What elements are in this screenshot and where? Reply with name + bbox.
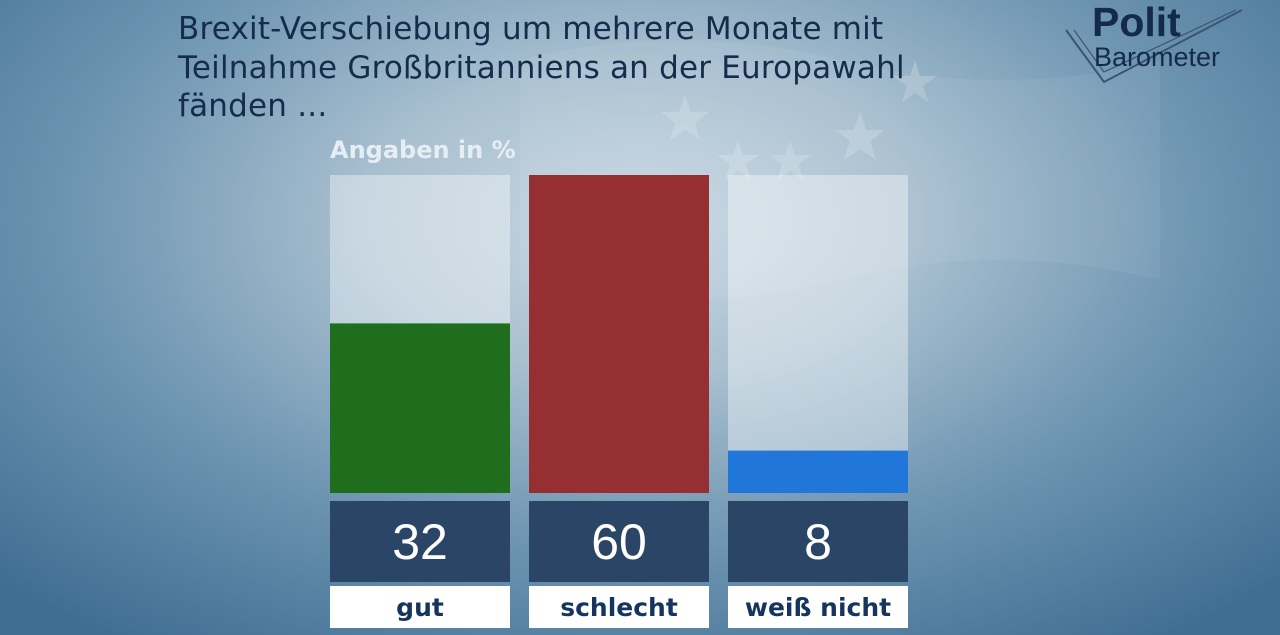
bar-gut: [330, 323, 510, 493]
category-box-weiss-nicht: [728, 586, 908, 628]
flag-star-icon: [769, 140, 811, 180]
logo-text-polit: Polit: [1092, 0, 1181, 45]
value-box-gut: [330, 501, 510, 582]
category-box-gut: [330, 586, 510, 628]
data-label-weiss-nicht: 8: [804, 514, 832, 570]
category-label-gut: gut: [396, 593, 444, 622]
bar-weiss-nicht: [728, 450, 908, 493]
title-line: Brexit-Verschiebung um mehrere Monate mi…: [178, 11, 884, 47]
bar-schlecht: [529, 175, 709, 493]
value-box-schlecht: [529, 501, 709, 582]
logo-text-barometer: Barometer: [1094, 42, 1221, 72]
title-line: fänden ...: [178, 88, 328, 124]
category-label-weiss-nicht: weiß nicht: [745, 593, 891, 622]
chart-title: Brexit-Verschiebung um mehrere Monate mi…: [178, 10, 1038, 126]
politbarometer-logo: Polit Barometer: [1060, 0, 1250, 100]
flag-star-icon: [835, 112, 885, 160]
flag-star-icon: [717, 140, 759, 180]
flag-star-icon: [661, 95, 709, 140]
flag-star-icon: [893, 60, 937, 102]
data-label-gut: 32: [392, 514, 448, 570]
category-label-schlecht: schlecht: [560, 593, 678, 622]
value-box-weiss-nicht: [728, 501, 908, 582]
bar-track-weiss-nicht: [728, 175, 908, 493]
data-label-schlecht: 60: [591, 514, 647, 570]
category-box-schlecht: [529, 586, 709, 628]
unit-label: Angaben in %: [330, 136, 516, 164]
checkmark-icon: [1065, 9, 1243, 84]
title-line: Teilnahme Großbritanniens an der Europaw…: [178, 49, 905, 86]
